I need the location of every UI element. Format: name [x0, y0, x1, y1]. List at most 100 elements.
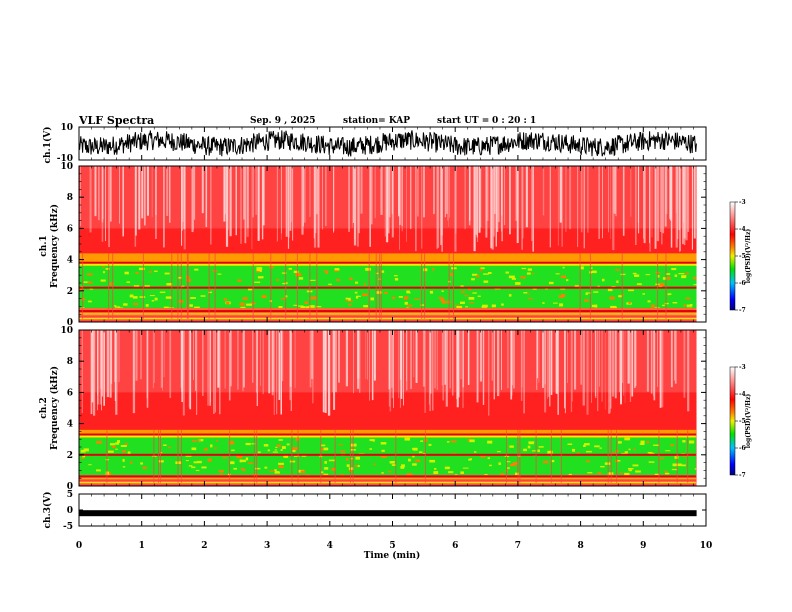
spec-speckle: [380, 456, 387, 458]
spec-speckle: [428, 443, 432, 446]
spec-streak: [515, 166, 518, 221]
spec-streak: [635, 330, 637, 387]
spec-speckle: [338, 443, 344, 445]
spec-speckle: [448, 471, 454, 474]
spec-speckle: [191, 439, 197, 442]
spec-streak: [594, 330, 597, 397]
spec-empty-tail: [696, 166, 706, 322]
spec-speckle: [560, 275, 567, 279]
spec-streak: [110, 166, 112, 222]
spec-speckle: [124, 271, 129, 275]
spec-speckle: [468, 297, 475, 300]
spec-band-streak: [424, 429, 426, 483]
spec-speckle: [168, 446, 172, 449]
spec-streak: [448, 166, 449, 227]
spec-band-streak: [270, 253, 272, 319]
spec-speckle: [624, 472, 630, 476]
spec-speckle: [188, 465, 193, 467]
spec-streak: [108, 166, 110, 248]
spec-streak: [608, 330, 611, 414]
colorbar-tick-label: -3: [739, 364, 746, 371]
spec-speckle: [438, 296, 443, 299]
spec-speckle: [280, 297, 287, 300]
spec-speckle: [193, 461, 198, 464]
spec-speckle: [217, 273, 222, 275]
spec-speckle: [527, 445, 531, 449]
spec-streak: [456, 330, 459, 408]
spec-speckle: [615, 460, 620, 462]
spec-speckle: [144, 285, 150, 288]
spec-speckle: [205, 447, 208, 450]
spec-streak: [622, 166, 625, 236]
spec-speckle: [191, 466, 196, 469]
spec-speckle: [618, 441, 622, 444]
spec-speckle: [491, 304, 496, 308]
spec-speckle: [523, 292, 528, 294]
spec-ytick-label: 0: [67, 318, 73, 328]
spec-band-streak: [453, 253, 454, 319]
spec-speckle: [154, 297, 158, 301]
spec-streak: [374, 166, 376, 219]
spec-speckle: [389, 461, 395, 464]
spec-speckle: [662, 277, 667, 280]
spec-speckle: [230, 440, 234, 444]
spec-streak: [538, 330, 540, 383]
spec-streak: [169, 166, 171, 223]
spec-streak: [683, 166, 686, 239]
spec-speckle: [362, 293, 368, 297]
spec-yellow-edge: [79, 261, 697, 266]
spec-streak: [182, 166, 184, 222]
spec-speckle: [241, 467, 244, 470]
spec-speckle: [583, 444, 586, 447]
spec-streak: [135, 166, 137, 226]
spec-speckle: [86, 273, 93, 276]
spec-streak: [491, 166, 494, 250]
spec-streak: [454, 166, 457, 252]
spec-speckle: [600, 466, 605, 468]
spec-speckle: [387, 471, 392, 473]
spec-speckle: [247, 462, 254, 464]
spec-speckle: [415, 459, 421, 462]
spec-speckle: [671, 268, 677, 271]
colorbar-tick-label: -3: [739, 199, 746, 206]
spec-streak: [503, 166, 506, 226]
spec-speckle: [292, 449, 296, 453]
spec-speckle: [251, 443, 256, 445]
spec-speckle: [585, 300, 588, 302]
spec-streak: [209, 330, 211, 406]
ch2-spectrogram-ylabel-channel: ch.2: [39, 397, 49, 418]
spec-speckle: [349, 277, 353, 281]
spec-speckle: [520, 276, 526, 279]
spec-streak: [501, 166, 503, 242]
spec-speckle: [256, 267, 263, 270]
spec-streak: [479, 166, 481, 233]
spec-speckle: [481, 306, 488, 308]
start-ut-value: 0 : 20 : 1: [492, 116, 536, 126]
spec-speckle: [657, 275, 660, 278]
spec-speckle: [328, 283, 332, 285]
spec-streak: [261, 166, 264, 240]
spec-speckle: [441, 300, 446, 304]
spec-speckle: [257, 276, 264, 279]
spec-streak: [196, 330, 198, 415]
spec-streak: [102, 166, 104, 220]
spec-speckle: [460, 471, 464, 474]
spec-streak: [434, 330, 436, 389]
spec-speckle: [454, 474, 458, 476]
spec-streak: [675, 166, 678, 248]
spec-speckle: [347, 297, 351, 301]
spec-band-streak: [395, 429, 397, 483]
spec-upper-noise: [79, 330, 697, 393]
spec-speckle: [355, 296, 359, 299]
spec-speckle: [424, 439, 428, 442]
spec-speckle: [293, 304, 298, 306]
spec-speckle: [108, 450, 114, 453]
spec-streak: [202, 330, 204, 396]
spec-speckle: [135, 272, 139, 274]
spec-speckle: [246, 303, 252, 306]
spec-speckle: [527, 268, 532, 271]
spec-streak: [623, 330, 625, 396]
spec-speckle: [488, 272, 492, 274]
spec-streak: [416, 330, 418, 383]
spec-ytick-label: 2: [67, 287, 73, 297]
